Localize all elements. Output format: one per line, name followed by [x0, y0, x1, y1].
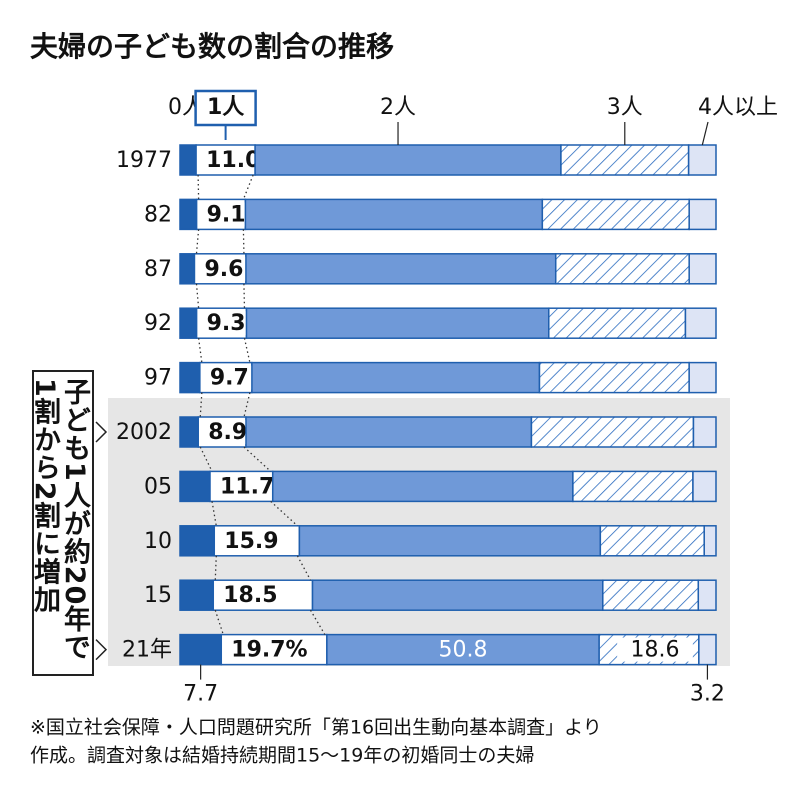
bar-segment [530, 416, 695, 448]
bar-segment [251, 361, 541, 394]
value-label: 18.6 [631, 638, 680, 663]
bar-segment [688, 198, 717, 231]
bar-segment [692, 470, 717, 503]
value-label: 3.2 [690, 682, 725, 707]
bar-segment [688, 253, 717, 285]
label-box [617, 637, 693, 662]
legend-label: 4人以上 [698, 95, 778, 120]
bar-segment [687, 144, 717, 176]
bar-segment [179, 307, 198, 339]
label-box [202, 420, 253, 444]
y-tick-label: 82 [144, 202, 172, 227]
y-tick-label: 15 [144, 583, 172, 608]
bar-segment [179, 144, 197, 176]
legend-label: 3人 [607, 95, 643, 120]
y-tick-label: 10 [144, 529, 172, 554]
bar-segment [326, 633, 600, 666]
bar-segment [560, 144, 690, 176]
bar-segment [245, 307, 550, 339]
value-label: 9.6 [204, 257, 243, 282]
label-box [203, 365, 254, 390]
bar-segment [179, 361, 201, 394]
bar-segment [179, 253, 196, 285]
connector [242, 174, 326, 635]
label-box [200, 148, 252, 172]
y-tick-label: 2002 [116, 420, 172, 445]
bar-segment [692, 416, 717, 448]
bar-segment [244, 198, 544, 231]
bar-segment [572, 470, 694, 503]
y-tick-label: 1977 [116, 148, 172, 173]
bar-segment [554, 253, 690, 285]
bar-segment [179, 470, 211, 503]
legend-pointer [701, 121, 709, 146]
label-box [198, 256, 249, 281]
note: ※国立社会保障・人口問題研究所「第16回出生動向基本調査」より [30, 717, 602, 739]
bar-segment [179, 416, 199, 448]
annotation: 子ども1人が約20年で1割から2割に増加 [29, 370, 94, 676]
legend-label: 2人 [380, 95, 416, 120]
value-label: 15.9 [224, 529, 278, 554]
bar-segment [254, 144, 562, 176]
legend-box [194, 89, 257, 127]
bar-segment [311, 579, 604, 611]
bar-segment [179, 525, 216, 557]
legend-label: 1人 [207, 95, 244, 120]
chart-title: 夫婦の子ども数の割合の推移 [30, 30, 394, 63]
bracket [95, 421, 108, 443]
label-box [225, 637, 323, 662]
bracket [95, 639, 108, 661]
value-label: 9.1 [207, 202, 246, 227]
note: 作成。調査対象は結婚持続期間15～19年の初婚同士の夫婦 [30, 745, 534, 767]
bar-segment [697, 579, 717, 611]
y-tick-label: 05 [144, 474, 172, 499]
value-label: 11.0 [206, 148, 260, 173]
y-tick-label: 21年 [122, 638, 172, 663]
value-label: 11.7 [220, 474, 274, 499]
bar-segment [179, 633, 223, 666]
y-tick-label: 87 [144, 257, 172, 282]
y-tick-label: 97 [144, 366, 172, 391]
bar-segment [298, 525, 602, 557]
bar-segment [245, 416, 533, 448]
value-label: 19.7% [231, 638, 307, 663]
value-label: 8.9 [208, 420, 247, 445]
bar-segment [541, 198, 690, 231]
bar-segment [538, 361, 690, 394]
bar-segment [684, 307, 717, 339]
value-label: 9.3 [207, 311, 246, 336]
bar-segment [179, 198, 198, 231]
value-label: 7.7 [183, 682, 218, 707]
bar-segment [179, 579, 215, 611]
bar-segment [688, 361, 717, 394]
label-box [218, 528, 296, 553]
bar-segment [602, 579, 700, 611]
bar-segment [245, 253, 557, 285]
bar-segment [698, 633, 717, 666]
bar-segment [599, 525, 705, 557]
bar-segment [703, 525, 717, 557]
label-box [200, 202, 251, 227]
connector [195, 174, 224, 635]
value-label: 50.8 [439, 638, 488, 663]
bar-segment [271, 470, 574, 503]
y-tick-label: 92 [144, 311, 172, 336]
label-box [217, 583, 309, 608]
value-label: 18.5 [223, 583, 277, 608]
label-box [214, 474, 269, 499]
bar-segment [548, 307, 687, 339]
value-label: 9.7 [210, 366, 249, 391]
label-box [200, 311, 251, 336]
